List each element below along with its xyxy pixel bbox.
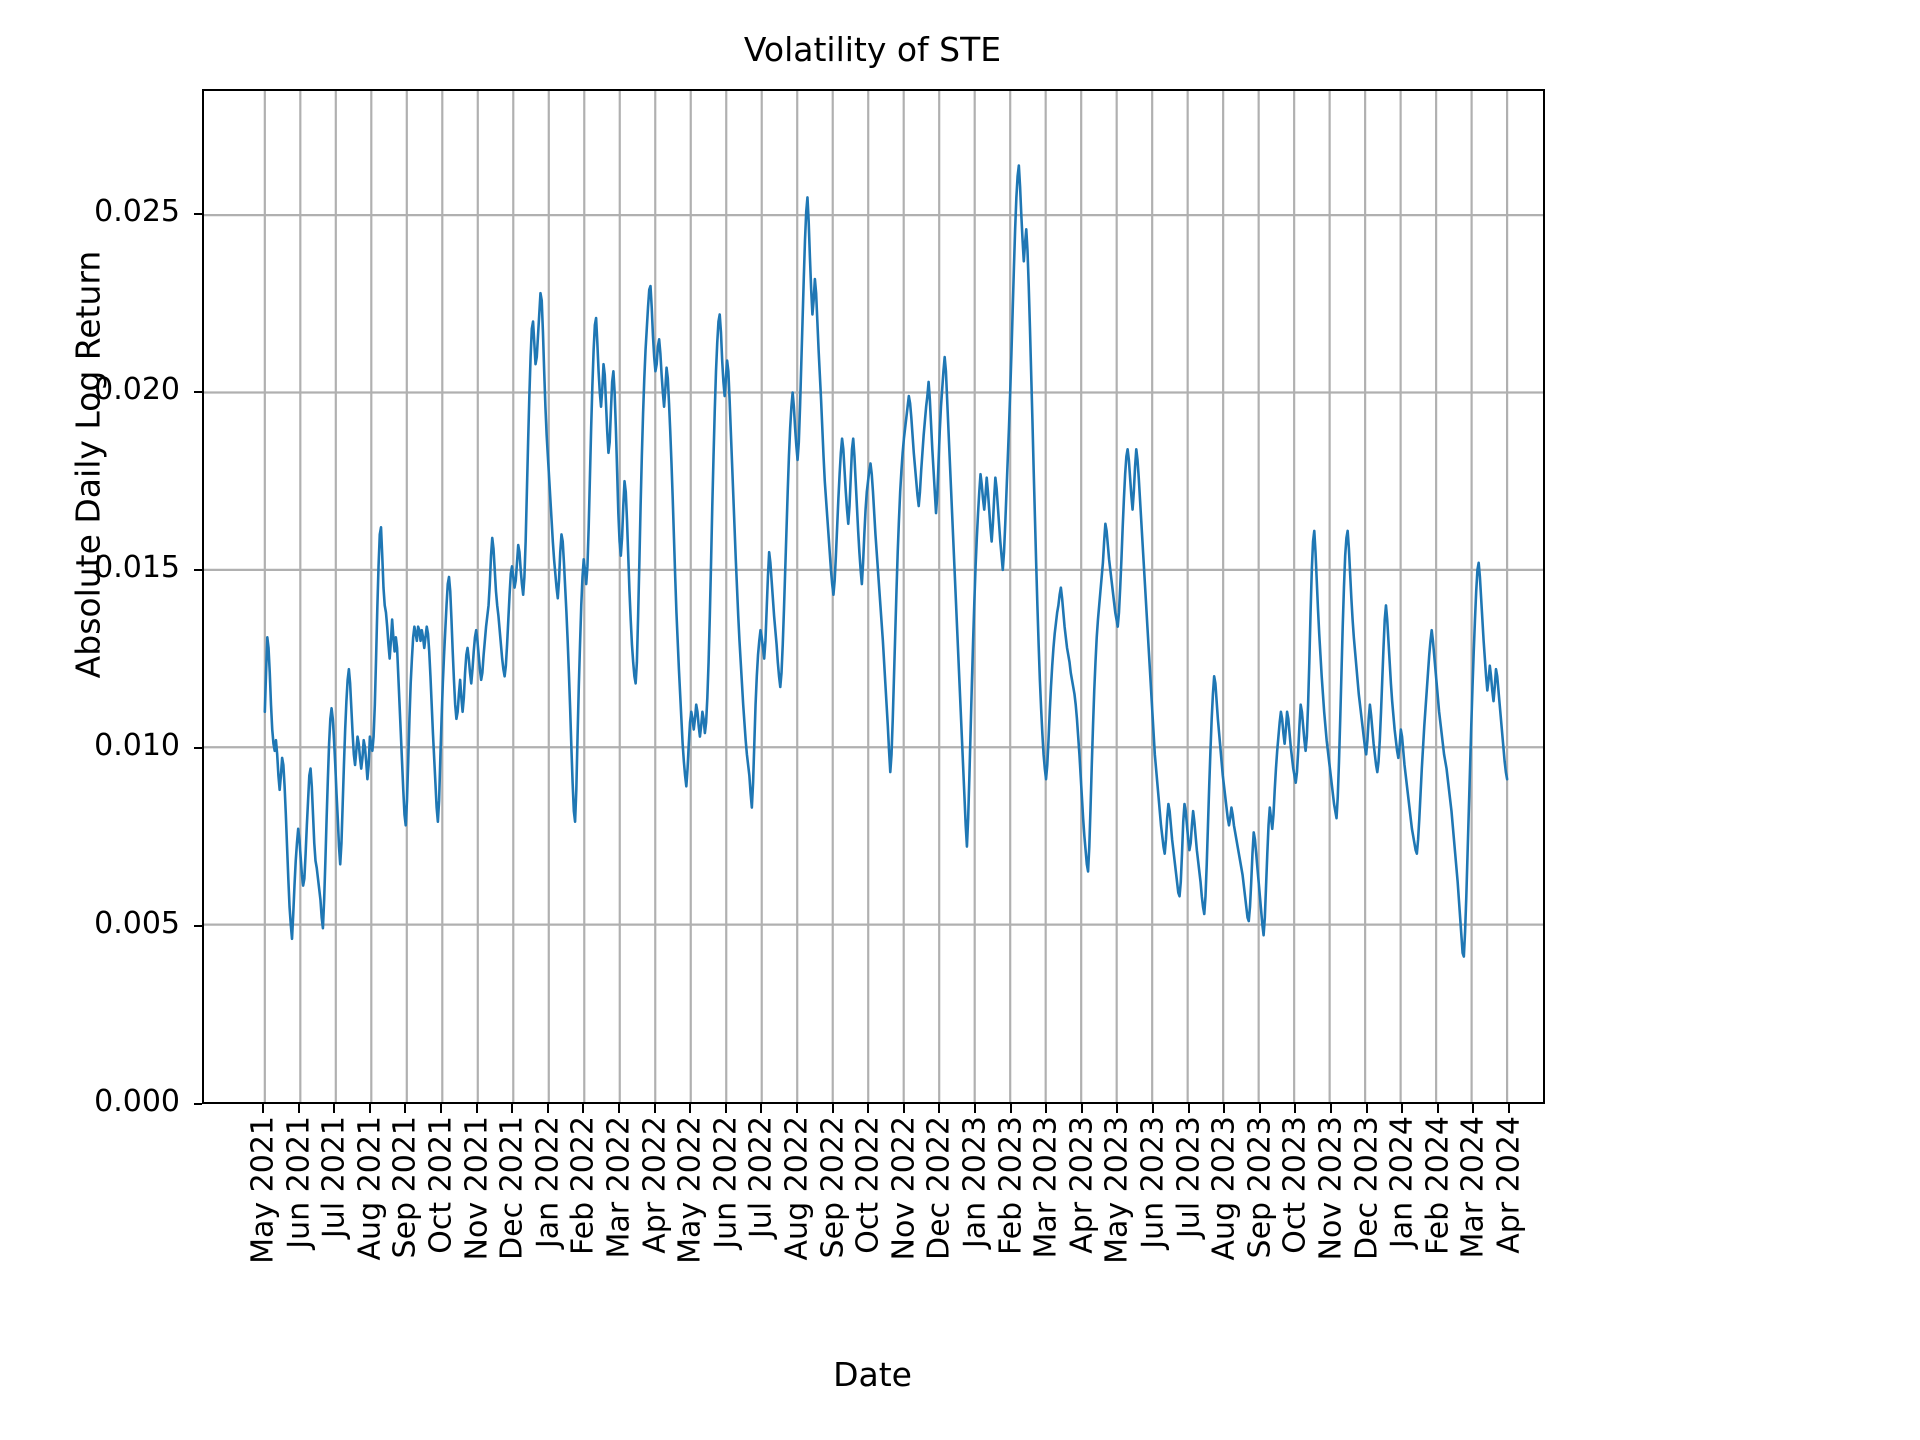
x-tick-label-text: Dec 2023 (1349, 1116, 1385, 1260)
x-tick-mark (333, 1104, 336, 1113)
x-tick-label-text: Dec 2022 (921, 1116, 957, 1260)
x-tick-label-text: Jan 2023 (957, 1116, 993, 1249)
x-tick-label-text: Feb 2024 (1420, 1116, 1456, 1255)
x-tick-label-text: Mar 2023 (1028, 1116, 1064, 1259)
x-tick-label-text: Oct 2021 (423, 1116, 459, 1254)
y-tick-mark (194, 746, 202, 749)
x-tick-mark (1365, 1104, 1368, 1113)
x-tick-mark (867, 1104, 870, 1113)
x-tick-mark (1152, 1104, 1154, 1113)
y-tick-mark (194, 568, 202, 571)
x-tick-mark (1472, 1104, 1475, 1113)
x-tick-mark (1258, 1104, 1261, 1113)
x-tick-mark (974, 1104, 976, 1113)
x-tick-mark (1330, 1104, 1332, 1113)
x-tick-mark (404, 1104, 407, 1113)
x-tick-label-text: Aug 2022 (779, 1116, 815, 1261)
plot-area (202, 89, 1545, 1104)
x-tick-label-text: Apr 2023 (1064, 1116, 1100, 1254)
x-tick-label-text: Jul 2021 (316, 1116, 352, 1239)
grid-lines (204, 91, 1543, 1102)
y-tick-mark (194, 390, 202, 393)
x-tick-label-text: Apr 2022 (637, 1116, 673, 1254)
y-tick-mark (194, 212, 202, 215)
x-tick-mark (902, 1104, 905, 1113)
x-tick-label-text: Oct 2023 (1277, 1116, 1313, 1254)
x-tick-label-text: Mar 2024 (1455, 1116, 1491, 1259)
x-tick-mark (1080, 1104, 1083, 1113)
x-tick-mark (1294, 1104, 1297, 1113)
x-tick-mark (1009, 1104, 1012, 1113)
x-tick-label-text: Jul 2023 (1171, 1116, 1207, 1239)
x-tick-label-text: May 2022 (672, 1116, 708, 1264)
x-tick-label-text: Jul 2022 (743, 1116, 779, 1239)
x-tick-label-text: Jan 2022 (530, 1116, 566, 1249)
x-tick-mark (440, 1104, 442, 1113)
x-tick-mark (368, 1104, 371, 1113)
x-tick-mark (546, 1104, 549, 1113)
x-tick-mark (262, 1104, 264, 1113)
x-tick-mark (1436, 1104, 1439, 1113)
y-tick-label: 0.025 (94, 193, 180, 229)
x-tick-label-text: Sep 2022 (815, 1116, 851, 1259)
x-tick-mark (618, 1104, 620, 1113)
x-tick-label-text: May 2023 (1099, 1116, 1135, 1264)
y-tick-mark (194, 924, 202, 927)
x-tick-label-text: Nov 2023 (1313, 1116, 1349, 1261)
x-tick-label-text: Feb 2022 (565, 1116, 601, 1255)
x-tick-mark (1401, 1104, 1404, 1113)
x-tick-mark (1116, 1104, 1119, 1113)
x-tick-mark (831, 1104, 834, 1113)
x-tick-mark (1045, 1104, 1048, 1113)
x-tick-label-text: Jun 2022 (708, 1116, 744, 1249)
chart-title: Volatility of STE (743, 30, 1002, 69)
x-axis-label: Date (833, 1355, 912, 1394)
x-tick-label-text: Feb 2023 (993, 1116, 1029, 1255)
x-tick-mark (1223, 1104, 1226, 1113)
y-tick-mark (194, 1103, 202, 1105)
y-tick-label: 0.005 (94, 905, 180, 941)
x-tick-label-text: Jan 2024 (1384, 1116, 1420, 1249)
x-tick-label-text: Nov 2021 (459, 1116, 495, 1261)
y-tick-label: 0.015 (94, 549, 180, 585)
x-tick-label-text: Jun 2021 (281, 1116, 317, 1249)
x-tick-mark (653, 1104, 656, 1113)
x-tick-mark (582, 1104, 585, 1113)
x-tick-label-text: Aug 2023 (1206, 1116, 1242, 1261)
x-tick-label-text: Dec 2021 (494, 1116, 530, 1260)
x-tick-label-text: Jun 2023 (1135, 1116, 1171, 1249)
x-tick-mark (689, 1104, 692, 1113)
x-tick-label-text: Sep 2021 (387, 1116, 423, 1259)
x-tick-mark (796, 1104, 798, 1113)
x-tick-mark (724, 1104, 727, 1113)
x-tick-label-text: Aug 2021 (352, 1116, 388, 1261)
x-tick-label-text: Nov 2022 (886, 1116, 922, 1261)
x-tick-mark (938, 1104, 941, 1113)
series-line (263, 164, 1509, 958)
x-tick-label-text: Apr 2024 (1491, 1116, 1527, 1254)
x-tick-mark (297, 1104, 300, 1113)
x-tick-label-text: Oct 2022 (850, 1116, 886, 1254)
x-tick-mark (1508, 1104, 1510, 1113)
y-tick-label: 0.020 (94, 371, 180, 407)
x-tick-mark (511, 1104, 514, 1113)
y-tick-label: 0.010 (94, 727, 180, 763)
x-tick-label-text: Mar 2022 (601, 1116, 637, 1259)
x-tick-label-text: Sep 2023 (1242, 1116, 1278, 1259)
y-tick-label: 0.000 (94, 1084, 180, 1119)
x-tick-label-text: May 2021 (245, 1116, 281, 1264)
x-tick-mark (475, 1104, 478, 1113)
x-tick-mark (760, 1104, 763, 1113)
x-tick-mark (1187, 1104, 1190, 1113)
